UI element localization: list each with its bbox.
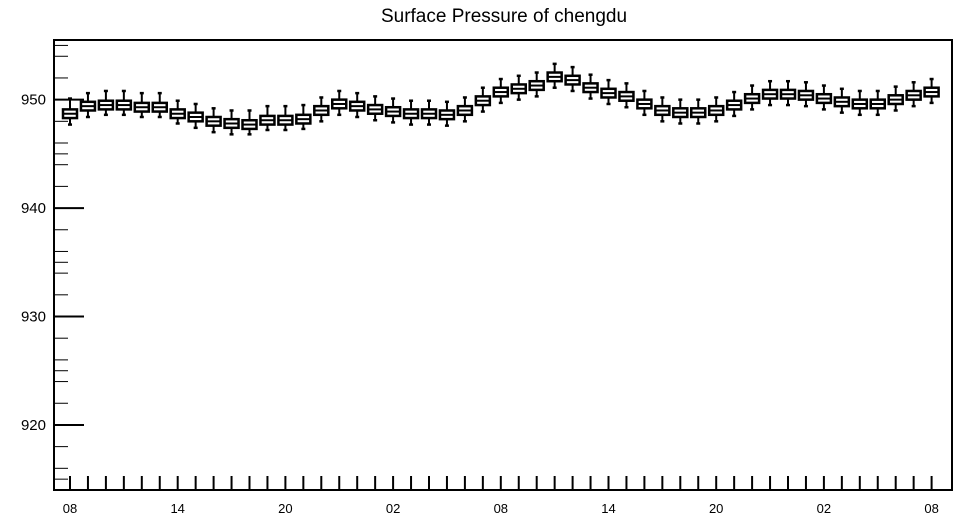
box-plot [833,87,851,114]
box-plot [295,103,312,131]
x-tick-label: 14 [601,501,615,516]
box-plot [438,100,456,127]
y-tick-label: 940 [21,200,46,217]
y-tick-label: 920 [21,417,46,434]
box-plot [277,104,294,132]
box-plot [79,91,97,119]
box-plot [313,96,330,123]
box-plot [707,96,725,123]
x-tick-label: 08 [924,501,938,516]
box-plot [205,107,222,134]
box-plot [636,89,653,117]
x-tick-label: 02 [817,501,831,516]
x-axis: 08 14 20 02 08 14 20 02 08 [63,476,939,516]
box-plot [169,99,186,125]
box-plot [366,95,384,122]
box-plot [618,82,635,109]
box-plot [725,90,743,118]
box-plot [97,89,115,117]
box-plot [887,85,904,112]
box-plot [546,62,563,89]
box-plot [133,91,151,119]
box-plot [492,77,510,105]
chart-title: Surface Pressure of chengdu [381,6,627,27]
x-tick-label: 08 [494,501,508,516]
box-plot [151,91,168,119]
box-plot [851,89,869,117]
box-plot [600,78,617,106]
box-plot [402,99,420,126]
box-plot [259,104,276,132]
x-tick-label: 08 [63,501,77,516]
box-plot [690,98,707,125]
box-plot [348,91,366,119]
box-plot [420,99,438,126]
boxes [61,62,940,136]
box-plot [528,71,545,98]
box-plot [779,79,797,107]
box-plot [905,81,922,108]
box-plot [510,74,527,101]
box-plot [474,86,492,113]
y-tick-label: 950 [21,92,46,109]
box-plot [582,73,599,100]
y-axis: 920 930 940 950 [21,44,84,491]
box-plot [241,109,258,136]
box-plot [654,96,671,123]
box-plot [761,79,779,107]
box-plot [456,96,474,123]
box-plot [672,98,689,125]
box-plot [384,97,402,124]
x-tick-label: 20 [278,501,292,516]
box-plot [797,81,815,108]
box-plot [187,102,204,130]
x-tick-label: 20 [709,501,723,516]
y-tick-label: 930 [21,309,46,326]
box-plot [743,84,761,111]
x-tick-label: 14 [170,501,184,516]
box-plot [815,84,833,111]
box-plot [115,89,133,117]
box-plot [869,89,886,117]
x-tick-label: 02 [386,501,400,516]
box-plot [223,109,240,136]
box-plot [61,97,79,126]
box-plot [331,89,348,117]
plot-frame [53,39,953,491]
box-plot [923,77,940,105]
box-plot [564,65,581,93]
